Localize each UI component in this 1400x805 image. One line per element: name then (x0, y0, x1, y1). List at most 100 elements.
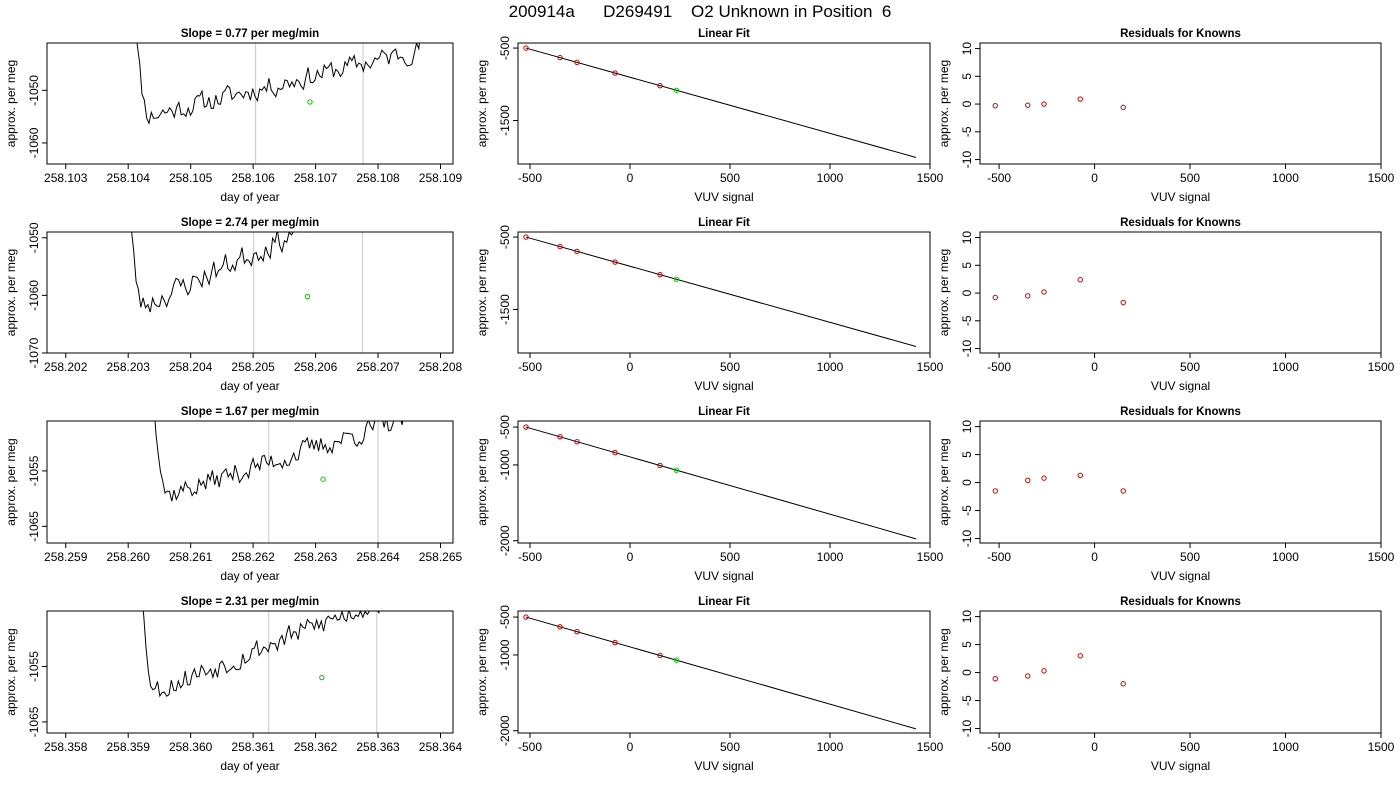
known-point (657, 82, 663, 89)
x-axis-label: VUV signal (694, 379, 753, 393)
plot-area (992, 653, 1126, 687)
plot-area (523, 614, 917, 730)
y-tick-label: 10 (960, 610, 974, 624)
known-point (612, 70, 618, 76)
y-axis-label: approx. per meg (937, 438, 951, 525)
x-axis-label: day of year (220, 379, 279, 393)
residual-point (992, 294, 998, 301)
known-point (612, 259, 618, 265)
x-tick-label: 258.203 (107, 360, 151, 374)
known-point (557, 624, 563, 630)
y-tick-label: -1500 (498, 105, 512, 136)
x-axis-label: VUV signal (694, 190, 753, 204)
x-tick-label: 258.361 (231, 740, 275, 754)
plot-area (992, 277, 1126, 306)
fit-line (525, 616, 917, 730)
known-point (612, 449, 618, 456)
y-tick-label: 5 (960, 641, 974, 648)
panel-3-2: -500 0 500 1000 1500 10 5 0 -5 -10 Residuals for K… (937, 596, 1395, 773)
known-point (523, 45, 529, 51)
known-point (574, 438, 580, 445)
x-tick-label: 0 (1091, 360, 1098, 374)
panel-2-1: -500 0 500 1000 1500 -500 -1000 -2000 Linear Fit… (475, 406, 944, 583)
y-axis-label: approx. per meg (475, 249, 489, 336)
y-axis-label: approx. per meg (937, 60, 951, 147)
plot-frame (979, 231, 1382, 354)
known-point (557, 54, 563, 61)
y-axis-label: approx. per meg (4, 249, 18, 336)
y-tick-label: -1060 (27, 280, 41, 311)
y-tick-label: -2000 (498, 715, 512, 746)
y-tick-label: -1050 (27, 75, 41, 106)
known-point (523, 234, 529, 240)
x-tick-label: 258.204 (169, 360, 213, 374)
x-tick-label: 258.103 (44, 171, 88, 185)
x-tick-label: -500 (987, 171, 1011, 185)
x-tick-label: 258.206 (294, 360, 338, 374)
plot-area (136, 43, 420, 164)
y-tick-label: -1000 (498, 449, 512, 480)
x-tick-label: 1500 (1368, 740, 1395, 754)
unknown-point (304, 293, 311, 300)
y-tick-label: 10 (960, 231, 974, 245)
plot-area (992, 96, 1126, 111)
x-tick-label: 500 (1180, 171, 1200, 185)
x-tick-label: 1000 (817, 740, 844, 754)
y-tick-label: -1055 (27, 651, 41, 682)
x-tick-label: 500 (720, 740, 740, 754)
panel-3-1: -500 0 500 1000 1500 -500 -1000 -2000 Linear Fit… (475, 596, 944, 773)
y-axis-label: approx. per meg (4, 60, 18, 147)
y-tick-label: 10 (960, 42, 974, 56)
x-tick-label: 1500 (917, 550, 944, 564)
x-tick-label: 1000 (817, 360, 844, 374)
residual-point (1077, 653, 1083, 659)
x-tick-label: 1500 (1368, 550, 1395, 564)
y-tick-label: -5 (960, 126, 974, 137)
residual-point (992, 676, 998, 682)
x-tick-label: 500 (1180, 360, 1200, 374)
y-axis-label: approx. per meg (475, 60, 489, 147)
panel-3-0: 258.358 258.359 258.360 258.361 258.362 258.3… (4, 596, 463, 773)
x-tick-label: 0 (627, 740, 634, 754)
known-point (557, 434, 563, 440)
plot-area (523, 234, 917, 347)
plot-frame (46, 610, 454, 734)
chart-title: Linear Fit (698, 406, 750, 418)
x-tick-label: 258.205 (231, 360, 275, 374)
plot-frame (46, 231, 454, 354)
y-tick-label: -1500 (498, 294, 512, 325)
panel-0-0: 258.103 258.104 258.105 258.106 258.107 258.1… (4, 28, 463, 204)
y-tick-label: 5 (960, 262, 974, 269)
y-tick-label: -5 (960, 505, 974, 516)
x-tick-label: 258.107 (294, 171, 338, 185)
residual-point (1120, 299, 1126, 306)
plot-area (523, 45, 917, 158)
plot-frame (979, 610, 1382, 734)
x-tick-label: 258.109 (419, 171, 463, 185)
residual-point (1077, 472, 1083, 478)
panel-2-0: 258.259 258.260 258.261 258.262 258.263 258.2… (4, 406, 463, 583)
plot-frame (517, 610, 931, 734)
series-line (154, 421, 404, 502)
plot-frame (517, 42, 931, 165)
x-tick-label: 500 (1180, 740, 1200, 754)
x-tick-label: 258.359 (107, 740, 151, 754)
y-tick-label: -1065 (27, 706, 41, 737)
y-tick-label: -1055 (27, 455, 41, 486)
unknown-point (673, 467, 680, 473)
x-tick-label: 258.260 (107, 550, 151, 564)
residual-point (1041, 289, 1047, 295)
y-tick-label: 5 (960, 451, 974, 458)
unknown-point (307, 99, 313, 105)
y-axis-label: approx. per meg (937, 249, 951, 336)
panel-1-0: 258.202 258.203 258.204 258.205 258.206 258.2… (4, 217, 463, 393)
residual-point (1077, 277, 1083, 283)
y-tick-label: -500 (498, 36, 512, 60)
plot-frame (517, 420, 931, 544)
x-tick-label: 258.202 (44, 360, 88, 374)
series-line (142, 611, 380, 698)
panel-1-2: -500 0 500 1000 1500 10 5 0 -5 -10 Residuals for K… (937, 217, 1395, 393)
unknown-point (320, 476, 326, 482)
x-tick-label: -500 (518, 550, 542, 564)
